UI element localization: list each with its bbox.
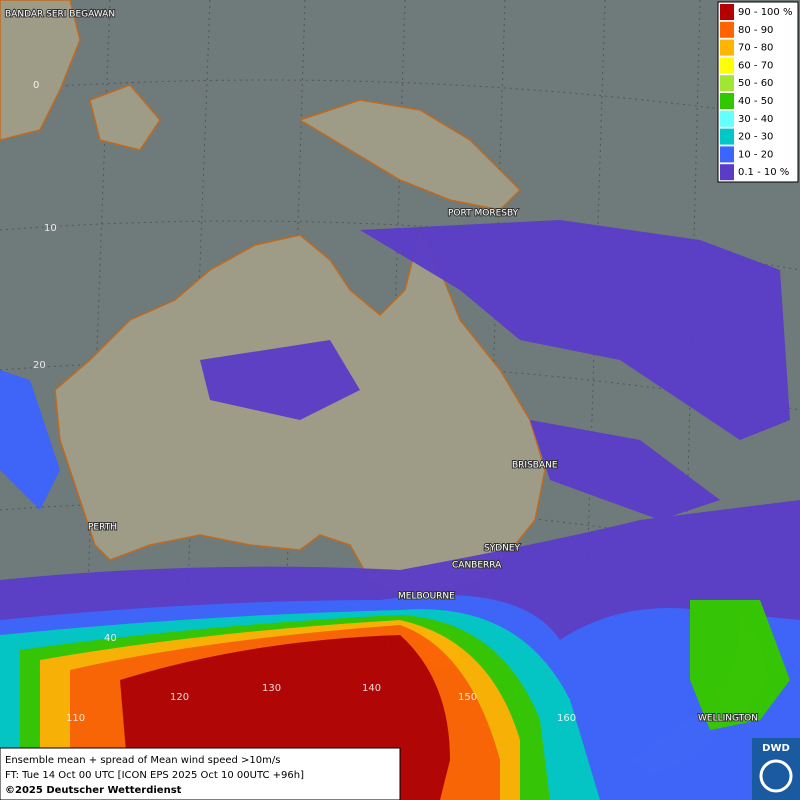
footer-line: Ensemble mean + spread of Mean wind spee… <box>5 755 280 766</box>
city-label: CANBERRA <box>452 561 502 571</box>
legend-swatch <box>720 75 734 92</box>
legend-swatch <box>720 128 734 145</box>
legend-label: 90 - 100 % <box>738 7 792 18</box>
legend-label: 0.1 - 10 % <box>738 167 789 178</box>
grid-label: 0 <box>33 80 39 91</box>
legend-swatch <box>720 57 734 74</box>
footer-line: FT: Tue 14 Oct 00 UTC [ICON EPS 2025 Oct… <box>5 770 304 781</box>
city-label: BRISBANE <box>512 461 558 471</box>
footer-box <box>0 747 401 800</box>
legend-label: 10 - 20 <box>738 149 773 160</box>
city-label: PERTH <box>88 523 117 533</box>
logo-icon <box>759 759 793 793</box>
grid-label: 150 <box>458 692 477 703</box>
legend-label: 30 - 40 <box>738 114 773 125</box>
legend-swatch <box>720 4 734 20</box>
city-label: WELLINGTON <box>698 714 758 724</box>
legend-label: 70 - 80 <box>738 43 773 54</box>
grid-label: 160 <box>557 713 576 724</box>
legend-swatch <box>720 21 734 38</box>
legend-label: 20 - 30 <box>738 132 773 143</box>
legend-swatch <box>720 164 734 181</box>
footer-line: ©2025 Deutscher Wetterdienst <box>5 785 182 796</box>
grid-label: 20 <box>33 360 46 371</box>
city-label: MELBOURNE <box>398 592 455 602</box>
legend-swatch <box>720 110 734 127</box>
grid-label: 110 <box>66 713 85 724</box>
grid-label: 10 <box>44 223 57 234</box>
grid-label: 120 <box>170 692 189 703</box>
logo-text: DWD <box>762 743 790 754</box>
grid-label: 40 <box>104 633 117 644</box>
legend-swatch <box>720 146 734 163</box>
legend-label: 40 - 50 <box>738 96 773 107</box>
grid-label: 140 <box>362 683 381 694</box>
grid-label: 130 <box>262 683 281 694</box>
city-label: SYDNEY <box>484 544 521 554</box>
city-label: BANDAR SERI BEGAWAN <box>5 10 115 20</box>
city-label: PORT MORESBY <box>448 209 519 219</box>
legend-swatch <box>720 93 734 109</box>
legend-label: 50 - 60 <box>738 78 773 89</box>
legend-label: 80 - 90 <box>738 25 773 36</box>
legend-swatch <box>720 39 734 56</box>
labels: BANDAR SERI BEGAWAN PORT MORESBY BRISBANE P… <box>4 9 759 725</box>
legend: 90 - 100 % 80 - 90 70 - 80 60 - 70 50 - 60 40… <box>717 1 799 183</box>
legend-label: 60 - 70 <box>738 60 773 71</box>
